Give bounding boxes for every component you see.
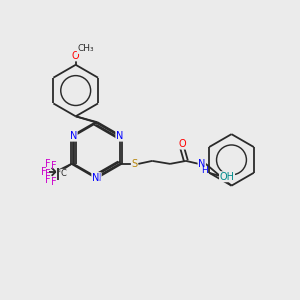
Text: C: C <box>61 169 67 178</box>
Text: N: N <box>198 159 206 169</box>
Text: OH: OH <box>220 172 235 182</box>
Text: F: F <box>51 177 56 187</box>
Text: F: F <box>45 175 50 185</box>
Text: F: F <box>41 167 46 177</box>
Text: N: N <box>92 173 99 183</box>
Text: N: N <box>70 131 77 141</box>
Text: F: F <box>51 161 56 171</box>
Text: O: O <box>72 51 80 61</box>
Text: N: N <box>94 173 101 183</box>
Text: CH₃: CH₃ <box>77 44 94 53</box>
Text: F: F <box>45 169 50 179</box>
Text: N: N <box>116 131 123 141</box>
Text: H: H <box>201 166 208 175</box>
Text: F: F <box>45 159 50 169</box>
Text: O: O <box>178 139 186 149</box>
Text: S: S <box>131 159 137 169</box>
